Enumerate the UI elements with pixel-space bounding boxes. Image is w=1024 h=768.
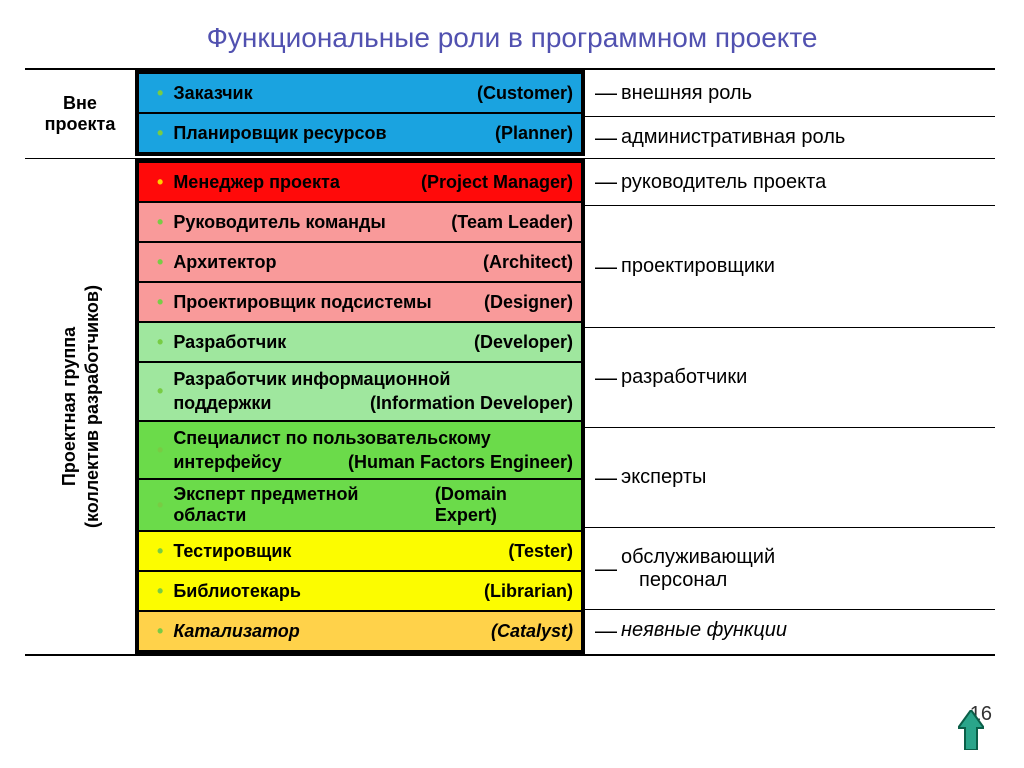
group-row: Внепроекта • Заказчик (Customer) • Планировщи… — [25, 70, 995, 158]
role-label: Эксперт предметной области — [173, 484, 435, 526]
dash-icon: — — [595, 618, 617, 644]
description-text: административная роль — [621, 126, 845, 149]
role-label: Проектировщик подсистемы — [173, 292, 431, 313]
role-item: • Заказчик (Customer) — [138, 73, 582, 113]
role-item: • Разработчик (Developer) — [138, 322, 582, 362]
bullet-icon: • — [157, 293, 163, 311]
role-label-en: (Architect) — [483, 252, 573, 273]
role-label: Специалист по пользовательскомуинтерфейс… — [173, 426, 573, 475]
description-text: обслуживающийперсонал — [621, 546, 775, 592]
group-label: Проектная группа(коллектив разработчиков… — [25, 159, 135, 654]
group-row: Проектная группа(коллектив разработчиков… — [25, 158, 995, 654]
dash-icon: — — [595, 365, 617, 391]
role-label: Катализатор — [173, 621, 299, 642]
bullet-icon: • — [157, 333, 163, 351]
role-item: • Библиотекарь (Librarian) — [138, 571, 582, 611]
role-label: Руководитель команды — [173, 212, 385, 233]
role-label: Заказчик — [173, 83, 252, 104]
bullet-icon: • — [157, 84, 163, 102]
role-item: • Разработчик информационнойподдержки(Inf… — [138, 362, 582, 421]
role-description: —внешняя роль — [585, 70, 995, 116]
role-label: Менеджер проекта — [173, 172, 340, 193]
role-label: Архитектор — [173, 252, 276, 273]
description-text: разработчики — [621, 366, 747, 389]
role-item: • Архитектор (Architect) — [138, 242, 582, 282]
description-column: —внешняя роль—административная роль — [585, 70, 995, 158]
role-item: • Проектировщик подсистемы (Designer) — [138, 282, 582, 322]
role-description: —проектировщики — [585, 205, 995, 327]
dash-icon: — — [595, 556, 617, 582]
bullet-icon: • — [157, 253, 163, 271]
roles-column: • Заказчик (Customer) • Планировщик ресурсов… — [135, 70, 585, 158]
role-label: Разработчик — [173, 332, 286, 353]
dash-icon: — — [595, 254, 617, 280]
roles-column: • Менеджер проекта (Project Manager) • Руков… — [135, 159, 585, 654]
role-description: —административная роль — [585, 116, 995, 158]
role-description: —разработчики — [585, 327, 995, 427]
arrow-up-icon — [958, 710, 984, 750]
bullet-icon: • — [157, 622, 163, 640]
role-description: —эксперты — [585, 427, 995, 527]
dash-icon: — — [595, 169, 617, 195]
role-item: • Планировщик ресурсов (Planner) — [138, 113, 582, 153]
dash-icon: — — [595, 80, 617, 106]
bullet-icon: • — [157, 173, 163, 191]
role-label-en: (Developer) — [474, 332, 573, 353]
role-label: Библиотекарь — [173, 581, 301, 602]
bullet-icon: • — [157, 542, 163, 560]
role-item: • Менеджер проекта (Project Manager) — [138, 162, 582, 202]
role-description: —обслуживающийперсонал — [585, 527, 995, 609]
description-text: внешняя роль — [621, 82, 752, 105]
role-description: —неявные функции — [585, 609, 995, 651]
bullet-icon: • — [157, 496, 163, 514]
role-label-en: (Tester) — [508, 541, 573, 562]
role-item: • Специалист по пользовательскомуинтерфей… — [138, 421, 582, 480]
role-label-en: (Customer) — [477, 83, 573, 104]
role-item: • Эксперт предметной области(Domain Exper… — [138, 479, 582, 531]
description-column: —руководитель проекта—проектировщики—раз… — [585, 159, 995, 654]
role-label-en: (Project Manager) — [421, 172, 573, 193]
role-label-en: (Team Leader) — [451, 212, 573, 233]
role-label-en: (Librarian) — [484, 581, 573, 602]
bullet-icon: • — [157, 441, 163, 459]
role-label: Тестировщик — [173, 541, 291, 562]
role-label: Разработчик информационнойподдержки(Info… — [173, 367, 573, 416]
role-label-en: (Designer) — [484, 292, 573, 313]
role-item: • Тестировщик (Tester) — [138, 531, 582, 571]
description-text: руководитель проекта — [621, 171, 826, 194]
role-label-en: (Planner) — [495, 123, 573, 144]
role-label: Планировщик ресурсов — [173, 123, 386, 144]
role-item: • Катализатор (Catalyst) — [138, 611, 582, 651]
roles-table: Внепроекта • Заказчик (Customer) • Планировщи… — [25, 68, 995, 656]
role-item: • Руководитель команды (Team Leader) — [138, 202, 582, 242]
description-text: эксперты — [621, 466, 706, 489]
description-text: неявные функции — [621, 619, 787, 642]
bullet-icon: • — [157, 582, 163, 600]
description-text: проектировщики — [621, 255, 775, 278]
page-title: Функциональные роли в программном проект… — [0, 0, 1024, 68]
dash-icon: — — [595, 125, 617, 151]
group-label: Внепроекта — [25, 70, 135, 158]
role-label-en: (Catalyst) — [491, 621, 573, 642]
dash-icon: — — [595, 465, 617, 491]
bullet-icon: • — [157, 124, 163, 142]
role-label-en: (Domain Expert) — [435, 484, 573, 526]
role-description: —руководитель проекта — [585, 159, 995, 205]
bullet-icon: • — [157, 382, 163, 400]
bullet-icon: • — [157, 213, 163, 231]
